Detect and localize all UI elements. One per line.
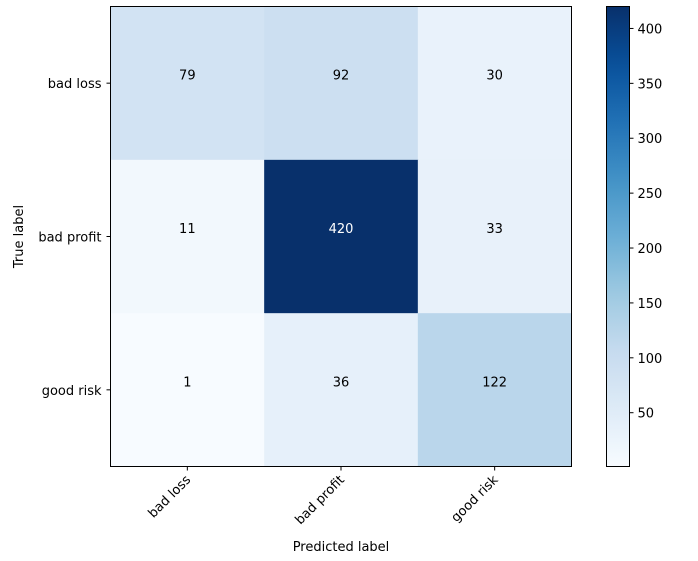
heatmap-cell bbox=[417, 159, 572, 314]
heatmap-cell bbox=[110, 159, 265, 314]
colorbar-tick-label: 200 bbox=[638, 242, 663, 257]
heatmap-cell-labels: 79 92 30 11 420 33 1 36 122 bbox=[179, 69, 507, 391]
heatmap-cell bbox=[264, 159, 419, 314]
colorbar-tick-label: 100 bbox=[638, 352, 663, 367]
colorbar-tick-label: 300 bbox=[638, 132, 663, 147]
x-tick-label: bad loss bbox=[146, 473, 195, 522]
cell-value-label: 420 bbox=[329, 222, 354, 237]
colorbar-ticks: 50 100 150 200 250 300 350 400 bbox=[629, 22, 663, 422]
x-tick-label: bad profit bbox=[293, 473, 348, 528]
colorbar-tick-label: 150 bbox=[638, 297, 663, 312]
heatmap-cell bbox=[264, 313, 419, 467]
heatmap-cells bbox=[110, 6, 572, 467]
colorbar-tick-label: 250 bbox=[638, 187, 663, 202]
heatmap-cell bbox=[264, 6, 419, 161]
heatmap-cell bbox=[110, 313, 265, 467]
cell-value-label: 92 bbox=[333, 69, 350, 84]
colorbar-tick-label: 50 bbox=[638, 407, 655, 422]
colorbar-tick-label: 350 bbox=[638, 77, 663, 92]
cell-value-label: 33 bbox=[486, 222, 503, 237]
cell-value-label: 36 bbox=[333, 375, 350, 390]
x-axis-label: Predicted label bbox=[293, 540, 390, 555]
heatmap-cell bbox=[417, 6, 572, 161]
y-axis-ticks: bad loss bad profit good risk bbox=[38, 77, 111, 399]
y-tick-label: bad profit bbox=[38, 231, 101, 246]
heatmap-cell bbox=[110, 6, 265, 161]
y-axis-label: True label bbox=[12, 205, 27, 269]
y-tick-label: bad loss bbox=[48, 77, 102, 92]
x-tick-label: good risk bbox=[449, 472, 502, 525]
cell-value-label: 79 bbox=[179, 69, 196, 84]
y-tick-label: good risk bbox=[42, 384, 102, 399]
cell-value-label: 11 bbox=[179, 222, 196, 237]
heatmap-cell bbox=[417, 313, 572, 467]
cell-value-label: 1 bbox=[183, 375, 191, 390]
cell-value-label: 122 bbox=[482, 375, 507, 390]
cell-value-label: 30 bbox=[486, 69, 503, 84]
x-axis-ticks: bad loss bad profit good risk bbox=[146, 466, 502, 528]
colorbar-tick-label: 400 bbox=[638, 22, 663, 37]
colorbar bbox=[606, 6, 630, 467]
